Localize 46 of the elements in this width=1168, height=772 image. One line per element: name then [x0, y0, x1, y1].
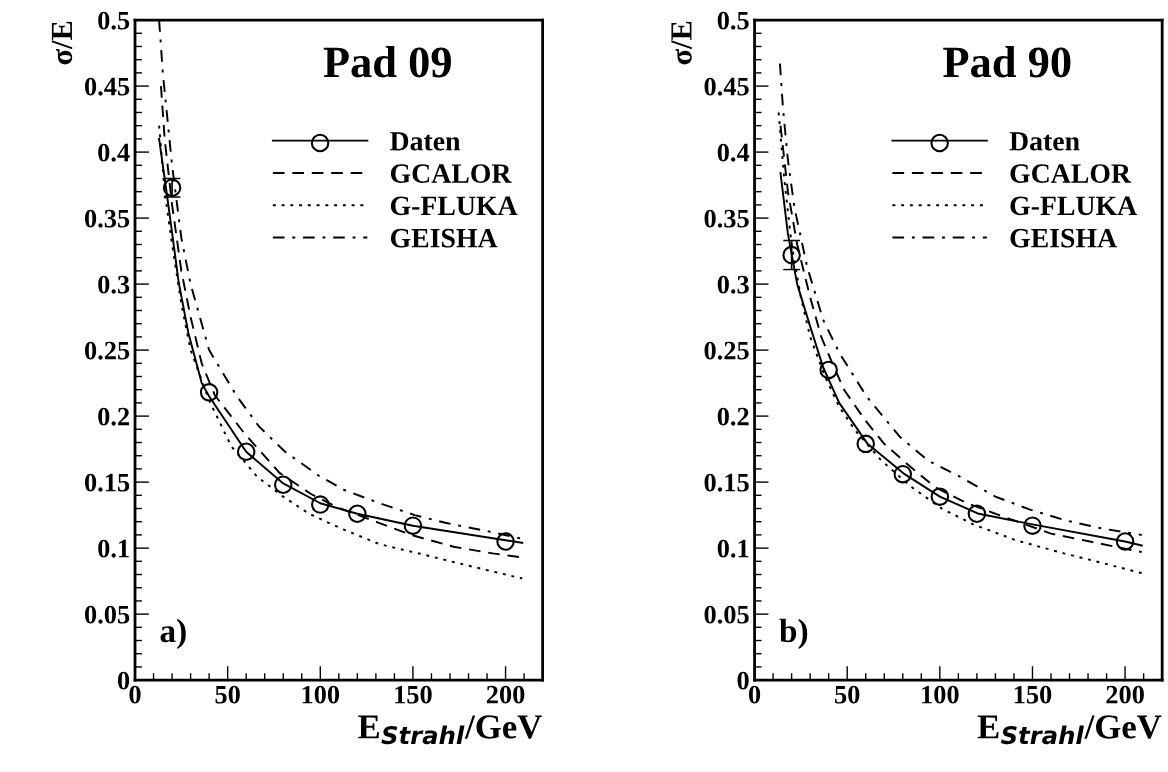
y-tick-label: 0.25	[84, 341, 130, 360]
y-axis-title: σ/E	[51, 21, 73, 65]
chart-title: Pad 90	[943, 46, 1071, 78]
legend-label: Daten	[1009, 132, 1080, 151]
x-tick-label: 200	[1106, 685, 1144, 704]
x-tick-label: 150	[395, 685, 432, 704]
y-tick-label: 0.2	[98, 407, 130, 426]
legend-label: GCALOR	[1010, 164, 1132, 183]
legend-label: GEISHA	[390, 228, 498, 248]
y-tick-label: 0.5	[98, 11, 130, 30]
y-tick-label: 0	[117, 671, 130, 690]
y-tick-label: 0.45	[704, 77, 749, 96]
annotation: a)	[160, 618, 186, 650]
y-tick-label: 0.25	[704, 341, 749, 360]
x-axis-title: E$_{Strahl}$/GeV	[358, 715, 542, 745]
legend-label: GCALOR	[390, 164, 512, 183]
x-tick-label: 50	[835, 685, 860, 704]
legend-label: G-FLUKA	[1010, 196, 1137, 216]
y-tick-label: 0.15	[84, 473, 130, 492]
y-tick-label: 0.35	[84, 209, 130, 228]
y-tick-label: 0.3	[717, 275, 749, 294]
y-tick-label: 0.5	[717, 11, 749, 30]
x-tick-label: 100	[922, 685, 959, 704]
y-tick-label: 0.3	[98, 275, 130, 294]
chart-title: Pad 09	[323, 46, 451, 78]
x-axis-title: E$_{Strahl}$/GeV	[977, 715, 1162, 745]
y-tick-label: 0.2	[717, 407, 749, 426]
legend-label: G-FLUKA	[390, 196, 518, 216]
y-tick-label: 0.4	[717, 143, 750, 162]
y-tick-label: 0	[737, 671, 749, 690]
y-tick-label: 0.05	[84, 605, 130, 624]
y-tick-label: 0.1	[717, 539, 749, 558]
y-tick-label: 0.35	[704, 209, 749, 228]
y-tick-label: 0.4	[98, 143, 130, 162]
y-tick-label: 0.15	[704, 473, 749, 492]
x-tick-label: 200	[486, 685, 525, 704]
x-tick-label: 50	[215, 685, 240, 704]
x-tick-label: 150	[1014, 685, 1052, 704]
y-axis-title: σ/E	[671, 21, 692, 65]
y-tick-label: 0.1	[98, 539, 129, 558]
y-tick-label: 0.45	[84, 77, 130, 96]
y-tick-label: 0.05	[704, 605, 749, 624]
annotation: b)	[779, 618, 808, 650]
legend-label: GEISHA	[1010, 228, 1117, 248]
x-tick-label: 100	[302, 685, 340, 704]
legend-label: Daten	[390, 132, 461, 151]
